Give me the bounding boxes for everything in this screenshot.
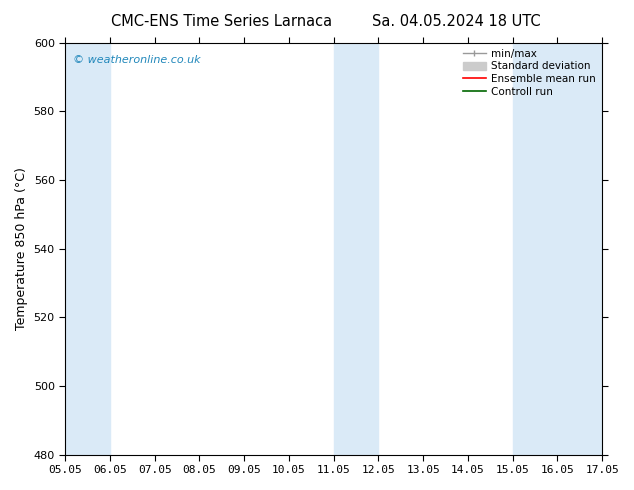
Bar [65,43,110,455]
Bar [333,43,378,455]
Legend: min/max, Standard deviation, Ensemble mean run, Controll run: min/max, Standard deviation, Ensemble me… [460,46,599,100]
Text: © weatheronline.co.uk: © weatheronline.co.uk [74,55,201,65]
Text: Sa. 04.05.2024 18 UTC: Sa. 04.05.2024 18 UTC [372,14,541,29]
Text: CMC-ENS Time Series Larnaca: CMC-ENS Time Series Larnaca [112,14,332,29]
Bar [513,43,602,455]
Y-axis label: Temperature 850 hPa (°C): Temperature 850 hPa (°C) [15,167,28,330]
